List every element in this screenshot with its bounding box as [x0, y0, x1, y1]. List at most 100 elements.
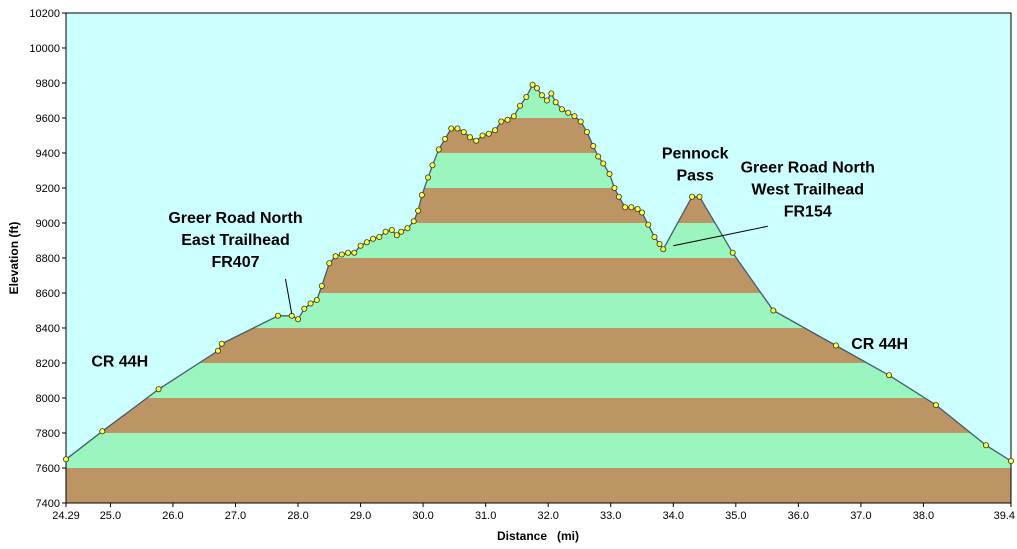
- x-axis-ticks: 24.29 25.0 26.0 27.0 28.0 29.0 30.0 31.0 32.0 33.…: [52, 503, 1015, 522]
- profile-point: [448, 125, 455, 132]
- profile-point: [590, 142, 597, 149]
- annotation-leader: [284, 278, 293, 315]
- annotation-line: CR 44H: [851, 336, 908, 353]
- profile-point: [485, 130, 492, 137]
- profile-point: [543, 97, 550, 104]
- x-tick-label: 38.0: [913, 510, 934, 522]
- profile-point: [435, 146, 442, 153]
- profile-point: [611, 184, 618, 191]
- annotation-line: Pass: [676, 167, 713, 184]
- profile-point: [345, 249, 352, 256]
- profile-point: [404, 225, 411, 232]
- profile-points: [63, 81, 1015, 464]
- x-tick-label: 28.0: [287, 510, 308, 522]
- profile-point: [932, 401, 939, 408]
- y-tick-label: 7600: [36, 463, 60, 475]
- profile-point: [218, 340, 225, 347]
- annotation-line: Greer Road North: [168, 210, 302, 227]
- profile-point: [351, 249, 358, 256]
- x-tick-label: 35.0: [725, 510, 746, 522]
- profile-point: [307, 300, 314, 307]
- profile-point: [548, 90, 555, 97]
- profile-point: [729, 249, 736, 256]
- profile-point: [338, 251, 345, 258]
- profile-point: [832, 342, 839, 349]
- profile-point: [332, 253, 339, 260]
- annotation: Greer Road North East Trailhead FR407: [168, 210, 303, 315]
- elevation-band: [66, 398, 1011, 433]
- profile-point: [595, 153, 602, 160]
- profile-point: [600, 160, 607, 167]
- profile-point: [418, 191, 425, 198]
- y-tick-label: 9800: [36, 78, 60, 90]
- profile-point: [577, 118, 584, 125]
- y-tick-label: 8200: [36, 358, 60, 370]
- annotation: CR 44H: [851, 336, 908, 353]
- x-tick-label: 33.0: [600, 510, 621, 522]
- x-tick-label: 29.0: [350, 510, 371, 522]
- profile-point: [689, 193, 696, 200]
- profile-point: [552, 99, 559, 106]
- profile-point: [357, 242, 364, 249]
- profile-point: [770, 307, 777, 314]
- y-tick-label: 8600: [36, 288, 60, 300]
- x-tick-label: 27.0: [225, 510, 246, 522]
- profile-point: [442, 135, 449, 142]
- y-tick-label: 10000: [29, 43, 60, 55]
- annotations: Greer Road North East Trailhead FR407 CR 44…: [91, 145, 908, 370]
- y-tick-label: 8400: [36, 323, 60, 335]
- annotation: Pennock Pass: [662, 145, 729, 184]
- profile-point: [504, 116, 511, 123]
- y-tick-label: 8000: [36, 393, 60, 405]
- x-tick-label: 30.0: [412, 510, 433, 522]
- profile-point: [583, 128, 590, 135]
- profile-point: [498, 118, 505, 125]
- profile-point: [886, 372, 893, 379]
- profile-point: [529, 81, 536, 88]
- profile-point: [517, 102, 524, 109]
- elevation-band: [66, 433, 1011, 468]
- profile-point: [558, 106, 565, 113]
- x-axis-title: Distance (mi): [497, 529, 579, 543]
- profile-point: [63, 456, 70, 463]
- y-axis-title: Elevation (ft): [7, 222, 21, 295]
- y-tick-label: 10200: [29, 8, 60, 20]
- y-tick-label: 9200: [36, 183, 60, 195]
- profile-point: [370, 235, 377, 242]
- x-tick-label: 34.0: [663, 510, 684, 522]
- profile-point: [651, 233, 658, 240]
- profile-point: [696, 193, 703, 200]
- profile-point: [214, 347, 221, 354]
- profile-point: [313, 296, 320, 303]
- annotation-line: Pennock: [662, 145, 729, 162]
- profile-point: [645, 221, 652, 228]
- profile-point: [295, 316, 302, 323]
- x-tick-label: 32.0: [537, 510, 558, 522]
- elevation-band: [66, 363, 1011, 398]
- y-tick-label: 7400: [36, 498, 60, 510]
- profile-point: [982, 442, 989, 449]
- x-tick-label: 37.0: [850, 510, 871, 522]
- profile-point: [533, 85, 540, 92]
- annotation-line: East Trailhead: [181, 232, 290, 249]
- annotation: Greer Road North West Trailhead FR154: [673, 159, 875, 247]
- profile-point: [398, 228, 405, 235]
- profile-point: [318, 282, 325, 289]
- profile-point: [639, 209, 646, 216]
- profile-point: [382, 228, 389, 235]
- profile-point: [326, 260, 333, 267]
- y-tick-label: 9400: [36, 148, 60, 160]
- annotation-line: FR154: [784, 203, 832, 220]
- profile-point: [376, 233, 383, 240]
- profile-point: [155, 386, 162, 393]
- profile-point: [393, 232, 400, 239]
- profile-point: [634, 205, 641, 212]
- profile-point: [628, 204, 635, 211]
- profile-point: [606, 170, 613, 177]
- profile-point: [467, 134, 474, 141]
- profile-point: [492, 127, 499, 134]
- profile-point: [656, 240, 663, 247]
- profile-point: [565, 109, 572, 116]
- annotation: CR 44H: [91, 354, 148, 371]
